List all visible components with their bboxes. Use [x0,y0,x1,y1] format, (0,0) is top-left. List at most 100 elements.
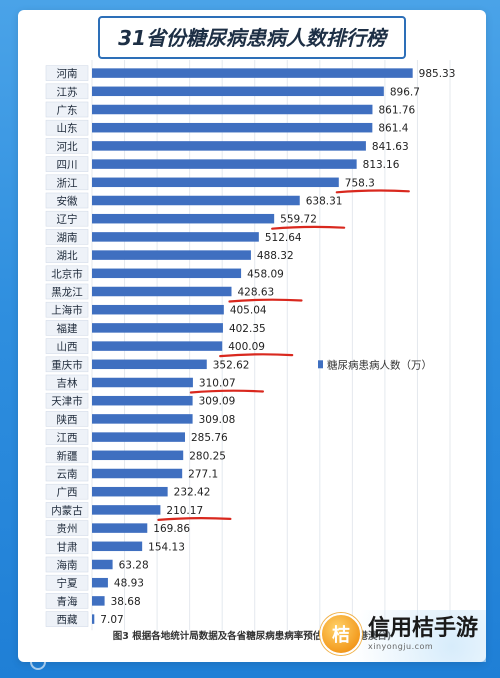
bar [92,523,148,533]
bar [92,68,413,78]
category-label-box [45,338,89,354]
value-label: 48.93 [114,578,144,590]
category-label: 贵州 [57,522,78,535]
value-label: 310.07 [199,378,236,390]
bar [92,541,143,552]
category-label-box [45,101,89,118]
category-label: 上海市 [51,304,83,317]
category-label: 陕西 [57,413,78,426]
category-label-box [45,429,89,445]
value-label: 277.1 [188,469,218,481]
category-label-box [45,265,89,282]
category-label-box [45,483,89,500]
category-label: 江西 [57,432,78,444]
category-label: 安徽 [57,195,78,208]
category-label-box [45,411,89,427]
value-label: 280.25 [189,450,226,462]
category-label-box [45,392,89,409]
category-label-box [45,520,89,536]
highlight-underline [228,298,303,303]
category-label: 广西 [57,487,78,499]
highlight-underline [271,225,346,230]
bar [92,250,251,260]
value-label: 210.17 [166,505,203,517]
value-label: 985.33 [419,68,456,80]
bar [92,122,373,133]
brand-url: xinyongju.com [367,641,434,651]
category-label-box [45,538,89,555]
value-label: 559.72 [280,214,317,226]
value-label: 428.63 [237,287,274,299]
category-label: 河南 [57,67,78,80]
value-label: 638.31 [306,196,343,208]
category-label-box [45,320,89,336]
category-label: 江苏 [57,85,78,98]
bar [92,323,223,333]
bar [92,450,184,461]
highlight-underline [335,189,410,194]
category-label: 西藏 [57,614,78,626]
value-label: 458.09 [247,268,284,280]
category-label: 广东 [57,104,78,117]
category-label: 山西 [57,341,78,353]
value-label: 861.4 [378,123,408,135]
value-label: 400.09 [228,341,265,353]
category-label: 北京市 [51,267,83,280]
value-label: 169.86 [153,523,190,535]
bar [92,468,183,479]
category-label-box [45,611,89,627]
category-label: 浙江 [57,177,78,189]
bar [92,141,366,151]
category-label-box [45,593,89,609]
category-label-box [45,502,89,518]
category-label-box [45,447,89,464]
value-label: 813.16 [363,159,400,171]
category-label: 湖南 [57,231,78,244]
bar [92,577,108,588]
bar [92,159,357,169]
highlight-underline [189,389,265,394]
value-label: 402.35 [229,323,266,335]
category-label-box [45,556,89,573]
category-label: 河北 [57,141,78,153]
category-label-box [45,119,89,136]
value-label: 285.76 [191,432,228,444]
value-label: 309.09 [199,396,236,408]
value-label: 861.76 [378,105,415,117]
value-label: 405.04 [230,305,267,317]
category-label: 福建 [57,322,78,335]
category-label-box [45,301,89,318]
category-label-box [45,83,89,100]
brand-name: 信用桔手游 [367,615,478,641]
value-label: 154.13 [148,541,185,553]
category-label: 新疆 [57,449,78,462]
brand-logo-icon: 桔 [319,613,362,655]
title-wrap: 31省份糖尿病患病人数排行榜 [18,16,486,59]
category-label: 甘肃 [57,540,78,553]
legend-label: 糖尿病患病人数（万） [327,358,432,371]
value-label: 232.42 [174,487,211,499]
value-label: 512.64 [265,232,302,244]
bar [92,614,95,624]
category-label-box [45,156,89,172]
category-label-box [45,574,89,591]
bar [92,341,223,351]
bar [92,559,113,570]
category-label: 湖北 [57,250,78,262]
chart-title: 31省份糖尿病患病人数排行榜 [98,16,406,59]
category-label-box [45,374,89,391]
value-label: 841.63 [372,141,409,153]
category-label-box [45,356,89,373]
bar [92,86,384,97]
category-label: 天津市 [51,395,83,408]
category-label-box [45,465,89,482]
highlight-underline [219,353,294,358]
category-label: 海南 [57,559,78,572]
highlight-underline [157,517,232,521]
category-label: 吉林 [57,377,78,390]
bar [92,377,193,388]
bar [92,414,193,424]
value-label: 309.08 [199,414,236,426]
bar [92,505,161,515]
category-label-box [45,210,89,227]
